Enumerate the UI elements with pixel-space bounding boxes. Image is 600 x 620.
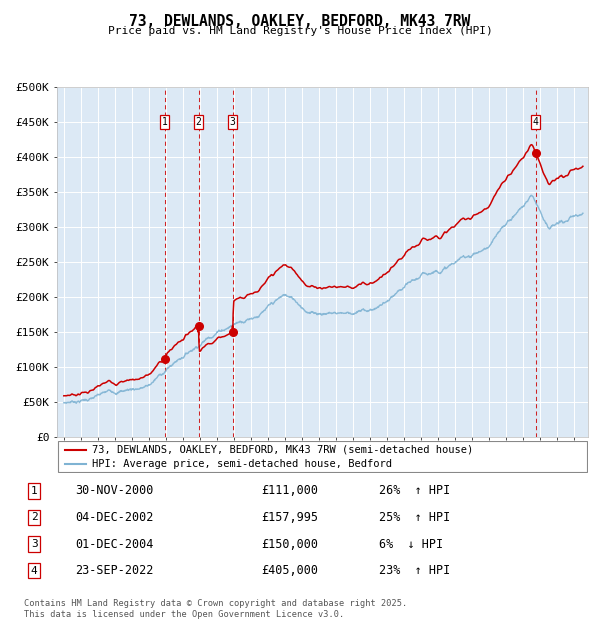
Text: 1: 1 (161, 117, 167, 127)
Text: 26%  ↑ HPI: 26% ↑ HPI (379, 484, 451, 497)
Text: 4: 4 (31, 565, 38, 576)
Text: 73, DEWLANDS, OAKLEY, BEDFORD, MK43 7RW (semi-detached house): 73, DEWLANDS, OAKLEY, BEDFORD, MK43 7RW … (92, 445, 473, 454)
Text: £150,000: £150,000 (261, 538, 318, 551)
Text: £157,995: £157,995 (261, 511, 318, 524)
Text: 04-DEC-2002: 04-DEC-2002 (75, 511, 153, 524)
Text: 73, DEWLANDS, OAKLEY, BEDFORD, MK43 7RW: 73, DEWLANDS, OAKLEY, BEDFORD, MK43 7RW (130, 14, 470, 29)
Text: Price paid vs. HM Land Registry's House Price Index (HPI): Price paid vs. HM Land Registry's House … (107, 26, 493, 36)
Text: 30-NOV-2000: 30-NOV-2000 (75, 484, 153, 497)
Text: £405,000: £405,000 (261, 564, 318, 577)
Text: 3: 3 (230, 117, 236, 127)
Text: 2: 2 (196, 117, 202, 127)
Text: 6%  ↓ HPI: 6% ↓ HPI (379, 538, 443, 551)
Text: £111,000: £111,000 (261, 484, 318, 497)
Text: 3: 3 (31, 539, 38, 549)
Text: 1: 1 (31, 485, 38, 496)
Text: Contains HM Land Registry data © Crown copyright and database right 2025.
This d: Contains HM Land Registry data © Crown c… (24, 600, 407, 619)
FancyBboxPatch shape (58, 441, 587, 472)
Text: 25%  ↑ HPI: 25% ↑ HPI (379, 511, 451, 524)
Text: 01-DEC-2004: 01-DEC-2004 (75, 538, 153, 551)
Text: 23-SEP-2022: 23-SEP-2022 (75, 564, 153, 577)
Text: 4: 4 (533, 117, 539, 127)
Text: HPI: Average price, semi-detached house, Bedford: HPI: Average price, semi-detached house,… (92, 459, 392, 469)
Text: 23%  ↑ HPI: 23% ↑ HPI (379, 564, 451, 577)
Text: 2: 2 (31, 512, 38, 523)
